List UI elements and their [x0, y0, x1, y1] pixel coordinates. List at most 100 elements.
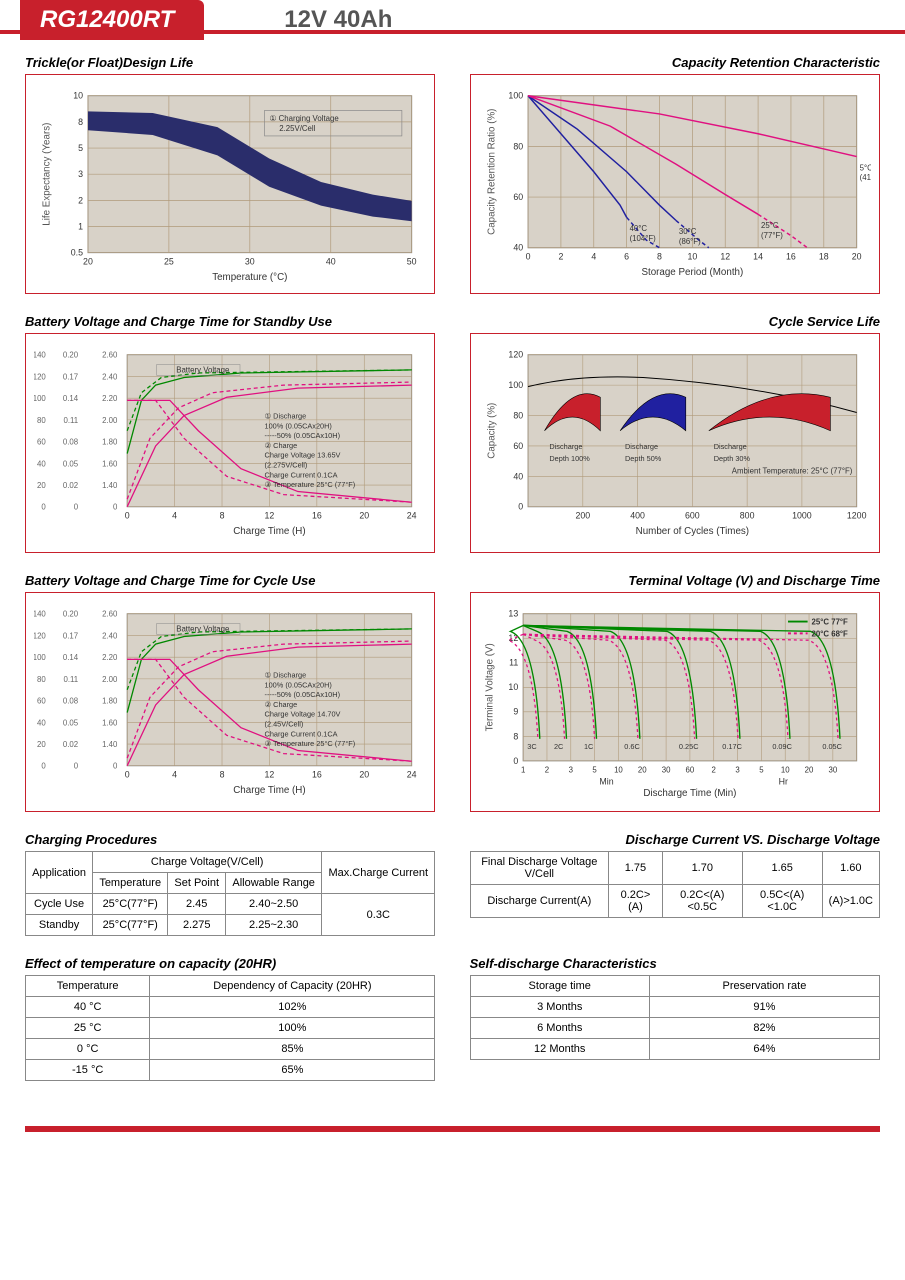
svg-text:0: 0 — [125, 511, 130, 521]
svg-text:4: 4 — [172, 770, 177, 780]
svg-text:2.60: 2.60 — [102, 351, 118, 360]
svg-text:Number of Cycles (Times): Number of Cycles (Times) — [635, 526, 748, 537]
svg-text:12: 12 — [720, 252, 730, 262]
svg-text:Depth 30%: Depth 30% — [713, 454, 750, 463]
svg-text:② Charge: ② Charge — [265, 441, 298, 450]
svg-text:0: 0 — [74, 503, 79, 512]
svg-text:Discharge: Discharge — [549, 442, 582, 451]
svg-text:3C: 3C — [527, 742, 537, 751]
svg-text:(41°F): (41°F) — [859, 173, 871, 182]
svg-text:0.02: 0.02 — [63, 481, 78, 490]
svg-text:8: 8 — [513, 731, 518, 741]
svg-text:2.60: 2.60 — [102, 610, 118, 619]
temp-effect-panel: Effect of temperature on capacity (20HR)… — [25, 956, 435, 1081]
svg-text:120: 120 — [34, 631, 46, 640]
temp-effect-table: TemperatureDependency of Capacity (20HR)… — [25, 975, 435, 1081]
svg-text:13: 13 — [508, 609, 518, 619]
spec-text: 12V 40Ah — [284, 6, 392, 34]
svg-text:3: 3 — [568, 766, 573, 775]
svg-text:120: 120 — [34, 372, 46, 381]
svg-text:6: 6 — [624, 252, 629, 262]
svg-text:3: 3 — [78, 169, 83, 179]
svg-text:18: 18 — [819, 252, 829, 262]
svg-text:25: 25 — [164, 256, 174, 266]
svg-text:40: 40 — [513, 471, 523, 481]
svg-text:0.05C: 0.05C — [822, 742, 842, 751]
svg-text:0.14: 0.14 — [63, 394, 79, 403]
svg-text:30°C: 30°C — [678, 227, 696, 236]
cycle-use-chart: 04812162024000200.021.40400.051.60600.08… — [25, 592, 435, 812]
svg-text:0.11: 0.11 — [63, 416, 78, 425]
svg-text:-----50% (0.05CAx10H): -----50% (0.05CAx10H) — [265, 431, 340, 440]
svg-text:(2.45V/Cell): (2.45V/Cell) — [265, 720, 304, 729]
svg-text:0.02: 0.02 — [63, 740, 78, 749]
svg-text:(77°F): (77°F) — [761, 231, 783, 240]
svg-text:② Charge: ② Charge — [265, 700, 298, 709]
svg-text:Discharge: Discharge — [625, 442, 658, 451]
discharge-vs-panel: Discharge Current VS. Discharge Voltage … — [470, 832, 880, 936]
svg-text:100: 100 — [508, 91, 523, 101]
svg-text:Min: Min — [599, 776, 613, 786]
svg-text:0.11: 0.11 — [63, 675, 78, 684]
svg-text:4: 4 — [591, 252, 596, 262]
svg-text:2.40: 2.40 — [102, 372, 118, 381]
svg-text:20: 20 — [37, 740, 46, 749]
model-badge: RG12400RT — [20, 0, 204, 40]
svg-text:24: 24 — [407, 770, 417, 780]
cycle-life-panel: Cycle Service Life 120100806040020040060… — [470, 314, 880, 553]
svg-text:1C: 1C — [584, 742, 594, 751]
svg-text:③ Temperature 25°C (77°F): ③ Temperature 25°C (77°F) — [265, 739, 356, 748]
svg-text:1.80: 1.80 — [102, 438, 118, 447]
svg-text:0.08: 0.08 — [63, 438, 79, 447]
page-header: RG12400RT 12V 40Ah — [0, 0, 905, 40]
svg-text:14: 14 — [753, 252, 763, 262]
svg-text:16: 16 — [312, 770, 322, 780]
svg-text:1000: 1000 — [792, 511, 812, 521]
svg-text:0: 0 — [74, 762, 79, 771]
svg-text:0: 0 — [518, 502, 523, 512]
svg-text:Discharge Time (Min): Discharge Time (Min) — [643, 788, 736, 799]
svg-text:10: 10 — [508, 682, 518, 692]
svg-text:60: 60 — [685, 766, 694, 775]
svg-text:60: 60 — [37, 697, 46, 706]
svg-text:0.20: 0.20 — [63, 610, 79, 619]
svg-text:0: 0 — [525, 252, 530, 262]
svg-text:2.25V/Cell: 2.25V/Cell — [279, 124, 315, 133]
svg-text:5: 5 — [78, 143, 83, 153]
svg-text:100% (0.05CAx20H): 100% (0.05CAx20H) — [265, 421, 332, 430]
svg-text:0.14: 0.14 — [63, 653, 79, 662]
svg-text:400: 400 — [630, 511, 645, 521]
svg-text:50: 50 — [407, 256, 417, 266]
svg-text:20: 20 — [804, 766, 813, 775]
svg-text:Charge Voltage 14.70V: Charge Voltage 14.70V — [265, 710, 341, 719]
svg-text:100: 100 — [34, 653, 46, 662]
svg-text:600: 600 — [685, 511, 700, 521]
svg-text:60: 60 — [513, 192, 523, 202]
svg-text:2: 2 — [78, 195, 83, 205]
svg-text:5: 5 — [759, 766, 764, 775]
svg-text:Charge Time (H): Charge Time (H) — [233, 526, 305, 537]
svg-text:Life Expectancy (Years): Life Expectancy (Years) — [42, 123, 53, 226]
standby-title: Battery Voltage and Charge Time for Stan… — [25, 314, 435, 329]
trickle-chart: 10853210.52025304050① Charging Voltage2.… — [25, 74, 435, 294]
svg-text:0.5: 0.5 — [71, 248, 83, 258]
svg-text:Discharge: Discharge — [713, 442, 746, 451]
svg-text:-----50% (0.05CAx10H): -----50% (0.05CAx10H) — [265, 690, 340, 699]
svg-text:3: 3 — [735, 766, 740, 775]
svg-text:2.40: 2.40 — [102, 631, 118, 640]
svg-text:20: 20 — [37, 481, 46, 490]
svg-text:4: 4 — [172, 511, 177, 521]
svg-text:140: 140 — [34, 351, 46, 360]
retention-chart: 1008060400246810121416182040°C(104°F)30°… — [470, 74, 880, 294]
svg-text:0.08: 0.08 — [63, 697, 79, 706]
svg-text:60: 60 — [37, 438, 46, 447]
svg-text:Storage Period (Month): Storage Period (Month) — [641, 267, 743, 278]
svg-text:20: 20 — [359, 511, 369, 521]
charging-title: Charging Procedures — [25, 832, 435, 847]
svg-text:2.20: 2.20 — [102, 653, 118, 662]
svg-text:Charge Current 0.1CA: Charge Current 0.1CA — [265, 470, 338, 479]
trickle-panel: Trickle(or Float)Design Life 10853210.52… — [25, 55, 435, 294]
svg-text:0: 0 — [513, 756, 518, 766]
svg-text:1.60: 1.60 — [102, 459, 118, 468]
svg-text:2.20: 2.20 — [102, 394, 118, 403]
